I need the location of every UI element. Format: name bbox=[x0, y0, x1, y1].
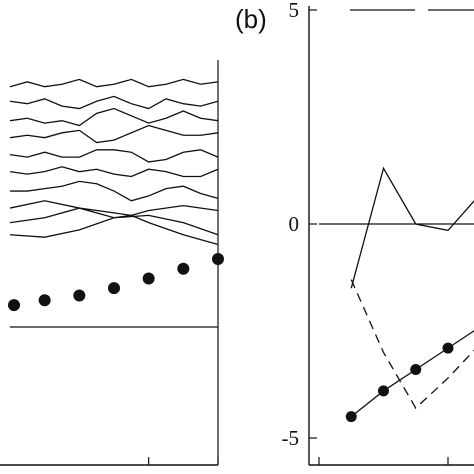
series-marker bbox=[442, 342, 454, 354]
panel-b: (b)50-504 bbox=[235, 0, 474, 474]
series-line bbox=[350, 166, 474, 289]
series-line bbox=[9, 124, 219, 144]
series-marker bbox=[177, 262, 190, 275]
series-line bbox=[9, 149, 219, 163]
series-line bbox=[10, 180, 219, 202]
series-line bbox=[9, 200, 219, 219]
series-line bbox=[9, 214, 219, 238]
series-line bbox=[9, 78, 219, 88]
series-marker bbox=[73, 289, 86, 302]
series-marker bbox=[108, 282, 120, 295]
y-tick-label: 5 bbox=[289, 0, 300, 22]
series-marker bbox=[142, 272, 155, 285]
series-marker bbox=[8, 299, 20, 312]
series-line bbox=[9, 207, 219, 246]
series-marker bbox=[38, 294, 51, 307]
series-line bbox=[350, 279, 474, 410]
y-tick-label: -5 bbox=[282, 426, 300, 450]
y-tick-label: 0 bbox=[289, 212, 300, 236]
panel-label: (b) bbox=[235, 4, 267, 34]
panel-a: 1620 bbox=[0, 60, 229, 474]
series-marker bbox=[410, 364, 422, 376]
series-marker bbox=[345, 411, 357, 423]
series-line bbox=[9, 107, 219, 127]
series-line bbox=[9, 166, 219, 178]
series-line bbox=[9, 95, 219, 110]
series-marker bbox=[212, 253, 224, 266]
series-marker bbox=[378, 385, 389, 397]
